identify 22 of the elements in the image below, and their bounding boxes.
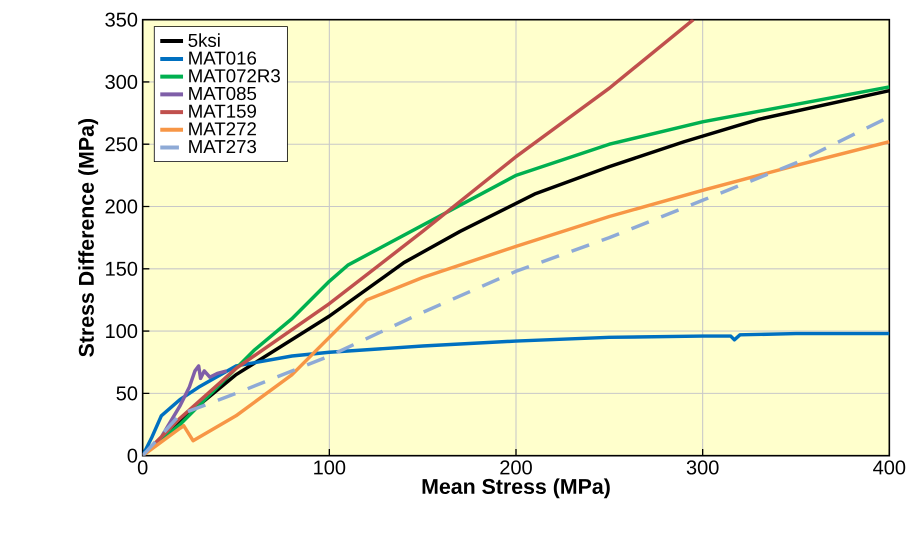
legend-label: MAT159 — [189, 104, 256, 118]
legend-label: MAT272 — [189, 122, 256, 136]
x-tick-label: 200 — [500, 460, 532, 475]
y-tick-label: 250 — [106, 137, 138, 152]
legend-label: 5ksi — [188, 33, 220, 47]
y-tick-label: 200 — [106, 199, 138, 214]
x-axis-title: Mean Stress (MPa) — [422, 478, 610, 498]
x-tick-label: 100 — [314, 460, 346, 475]
legend-label: MAT273 — [189, 140, 256, 154]
y-tick-label: 300 — [105, 74, 138, 90]
y-axis-title: Stress Difference (MPa) — [78, 119, 98, 357]
x-tick-label: 0 — [138, 460, 148, 475]
y-tick-label: 0 — [128, 448, 138, 463]
y-tick-label: 350 — [105, 12, 138, 27]
legend-label: MAT016 — [189, 51, 256, 65]
legend-label: MAT085 — [189, 86, 256, 100]
y-tick-label: 50 — [116, 386, 138, 400]
y-tick-label: 150 — [106, 262, 138, 276]
y-tick-label: 100 — [106, 324, 138, 338]
x-tick-label: 400 — [873, 460, 906, 475]
x-tick-label: 300 — [686, 460, 719, 475]
legend-label: MAT072R3 — [189, 69, 280, 82]
